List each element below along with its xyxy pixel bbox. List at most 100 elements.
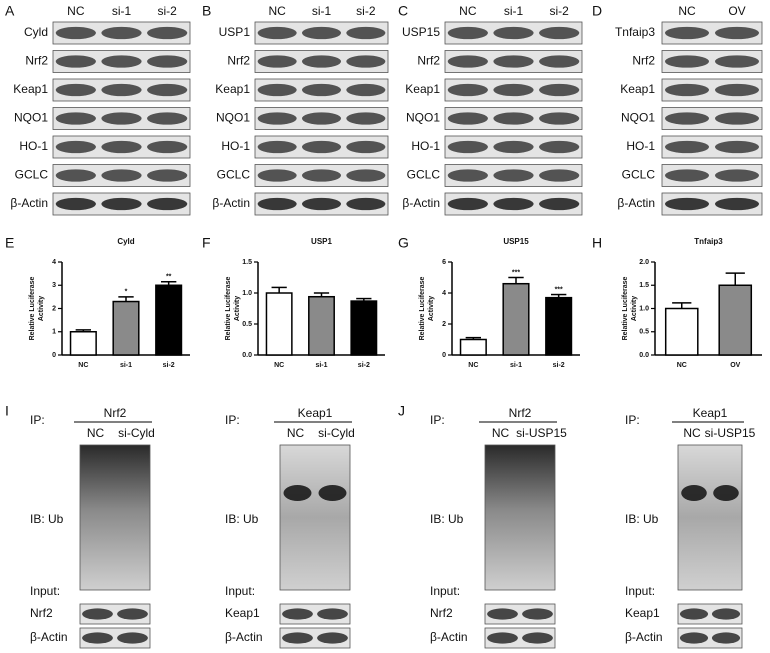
blot-band bbox=[101, 140, 142, 154]
y-tick-label: 1 bbox=[52, 329, 56, 336]
blot-band bbox=[715, 26, 759, 40]
blot-band bbox=[101, 112, 142, 125]
blot-band bbox=[539, 197, 580, 211]
row-label: Nrf2 bbox=[417, 54, 440, 68]
ip-target: Keap1 bbox=[298, 406, 333, 420]
blot-band bbox=[147, 55, 188, 68]
row-label: Nrf2 bbox=[430, 606, 453, 620]
row-label: Keap1 bbox=[215, 82, 250, 96]
row-label: GCLC bbox=[15, 168, 49, 182]
blot-band bbox=[447, 169, 488, 182]
blot-band bbox=[82, 608, 113, 620]
row-label: GCLC bbox=[407, 168, 441, 182]
blot-band bbox=[301, 140, 342, 154]
row-label: GCLC bbox=[622, 168, 656, 182]
input-label: Input: bbox=[430, 584, 460, 598]
blot-band bbox=[346, 26, 386, 40]
blot-band bbox=[147, 83, 188, 97]
ip-label: IP: bbox=[30, 413, 45, 427]
x-tick-label: si-1 bbox=[315, 362, 327, 369]
ip-target: Nrf2 bbox=[104, 406, 127, 420]
blot-band bbox=[522, 632, 553, 644]
row-label: β-Actin bbox=[225, 630, 263, 644]
lane-label: si-USP15 bbox=[516, 426, 567, 440]
bar bbox=[718, 284, 753, 356]
row-label: Keap1 bbox=[620, 82, 655, 96]
blot-band bbox=[715, 55, 759, 68]
blot-band bbox=[147, 169, 188, 182]
y-tick-label: 0.0 bbox=[242, 352, 252, 359]
y-tick-label: 0.5 bbox=[639, 329, 649, 336]
ub-band bbox=[318, 485, 347, 501]
blot-band bbox=[539, 169, 580, 182]
x-tick-label: NC bbox=[274, 362, 284, 369]
blot-band bbox=[55, 55, 96, 68]
row-label: β-Actin bbox=[10, 196, 48, 210]
blot-band bbox=[487, 632, 518, 644]
blot-band bbox=[55, 112, 96, 125]
row-label: Nrf2 bbox=[632, 54, 655, 68]
row-label: NQO1 bbox=[406, 111, 440, 125]
y-axis-label: Relative Luciferase bbox=[29, 276, 36, 340]
y-tick-label: 0 bbox=[442, 352, 446, 359]
blot-band bbox=[101, 83, 142, 97]
blot-band bbox=[257, 83, 297, 97]
significance: *** bbox=[555, 286, 563, 293]
row-label: β-Actin bbox=[617, 196, 655, 210]
blot-band bbox=[282, 632, 313, 644]
blot-band bbox=[282, 608, 313, 620]
blot-band bbox=[117, 608, 148, 620]
y-axis-label: Relative Luciferase bbox=[225, 276, 232, 340]
ip-target: Nrf2 bbox=[509, 406, 532, 420]
blot-band bbox=[493, 26, 534, 40]
row-label: Nrf2 bbox=[25, 54, 48, 68]
panel-letter: H bbox=[592, 235, 602, 251]
blot-band bbox=[317, 632, 348, 644]
blot-band bbox=[101, 55, 142, 68]
blot-band bbox=[679, 632, 709, 644]
blot-band bbox=[711, 608, 741, 620]
blot-band bbox=[665, 26, 709, 40]
blot-band bbox=[346, 169, 386, 182]
lane-label: NC bbox=[287, 426, 305, 440]
blot-band bbox=[257, 112, 297, 125]
panel-letter: D bbox=[592, 3, 602, 19]
x-tick-label: si-2 bbox=[358, 362, 370, 369]
bar bbox=[459, 338, 487, 356]
x-tick-label: si-1 bbox=[120, 362, 132, 369]
y-tick-label: 4 bbox=[52, 259, 56, 266]
ib-label: IB: Ub bbox=[625, 512, 659, 526]
lane-label: si-2 bbox=[157, 4, 177, 18]
blot-band bbox=[493, 112, 534, 125]
blot-band bbox=[665, 140, 709, 154]
lane-label: NC bbox=[459, 4, 477, 18]
panel-letter: A bbox=[5, 3, 15, 19]
lane-label: NC bbox=[678, 4, 696, 18]
blot-band bbox=[522, 608, 553, 620]
blot-band bbox=[301, 169, 342, 182]
lane-label: si-1 bbox=[504, 4, 524, 18]
input-label: Input: bbox=[30, 584, 60, 598]
y-tick-label: 1.5 bbox=[639, 282, 649, 289]
blot-band bbox=[539, 26, 580, 40]
blot-band bbox=[539, 112, 580, 125]
bar bbox=[350, 300, 378, 356]
chart-title: USP15 bbox=[503, 237, 529, 246]
blot-band bbox=[679, 608, 709, 620]
y-tick-label: 1.5 bbox=[242, 259, 252, 266]
row-label: Tnfaip3 bbox=[615, 25, 655, 39]
ip-label: IP: bbox=[430, 413, 445, 427]
lane-label: NC bbox=[268, 4, 286, 18]
panel-letter: I bbox=[5, 403, 9, 419]
input-label: Input: bbox=[225, 584, 255, 598]
blot-band bbox=[665, 197, 709, 211]
row-label: Cyld bbox=[24, 25, 48, 39]
x-tick-label: NC bbox=[78, 362, 88, 369]
x-tick-label: si-1 bbox=[510, 362, 522, 369]
blot-band bbox=[55, 140, 96, 154]
ub-band bbox=[681, 485, 707, 501]
blot-band bbox=[539, 55, 580, 68]
lane-label: si-1 bbox=[112, 4, 132, 18]
blot-band bbox=[715, 112, 759, 125]
significance: *** bbox=[512, 269, 520, 276]
